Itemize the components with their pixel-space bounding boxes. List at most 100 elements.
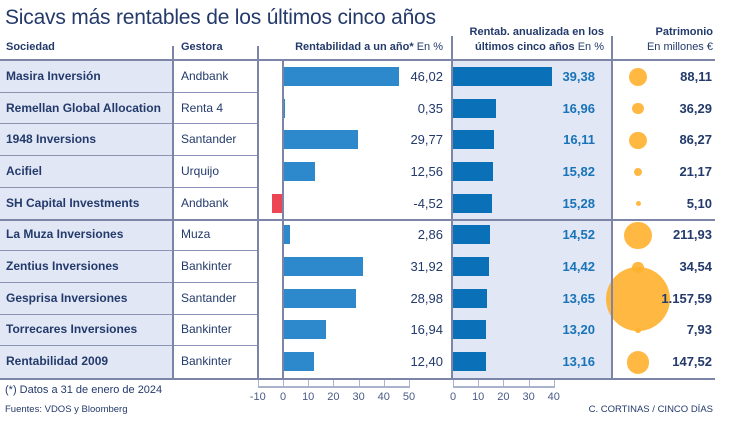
axis1-tick — [409, 380, 410, 386]
value-rent1: 31,92 — [410, 259, 443, 275]
axis2-tick-label: 10 — [472, 391, 485, 403]
value-rent5: 15,28 — [562, 195, 595, 211]
axis2-tick — [503, 380, 505, 386]
bar-rent5 — [453, 193, 492, 213]
bar-rent5 — [453, 352, 487, 372]
header-divider — [451, 36, 453, 60]
credit: C. CORTINAS / CINCO DÍAS — [588, 404, 713, 415]
value-rent5: 16,96 — [562, 100, 595, 116]
value-rent1: 46,02 — [410, 68, 443, 84]
table-row-gestora: Bankinter — [181, 322, 232, 337]
bar-rent1 — [283, 161, 315, 181]
table-row-sociedad: Acifiel — [6, 163, 43, 178]
table-row-sociedad: Zentius Inversiones — [6, 259, 119, 274]
axis1-tick-label: 0 — [279, 391, 287, 403]
axis1-tick — [358, 380, 360, 386]
axis1-tick-label: 50 — [402, 391, 416, 403]
column-divider-rent1 — [451, 60, 453, 378]
value-patrimonio: 21,17 — [679, 163, 712, 179]
value-rent1: 28,98 — [410, 290, 443, 306]
header-divider — [611, 36, 613, 60]
axis2-tick-label: 20 — [497, 391, 510, 403]
axis2-tick — [478, 380, 480, 386]
header-rent5-line2-label: últimos cinco años — [475, 41, 575, 53]
row-separator — [0, 91, 257, 93]
row-separator — [0, 123, 257, 125]
value-patrimonio: 1.157,59 — [661, 290, 712, 306]
header-gestora: Gestora — [181, 41, 223, 53]
value-rent5: 14,52 — [562, 227, 595, 243]
value-rent5: 14,42 — [562, 259, 595, 275]
axis2-baseline — [453, 386, 555, 388]
value-patrimonio: 88,11 — [680, 68, 712, 84]
table-row-gestora: Andbank — [181, 68, 229, 83]
row-separator — [0, 345, 257, 347]
axis1-zero-line — [282, 60, 284, 378]
value-rent5: 13,65 — [562, 290, 595, 306]
sources: Fuentes: VDOS y Bloomberg — [5, 404, 128, 415]
bar-rent1-negative — [271, 193, 283, 213]
value-patrimonio: 5,10 — [686, 195, 712, 211]
axis2-tick-label: 30 — [522, 391, 535, 403]
header-patrimonio-unit: En millones € — [646, 41, 713, 53]
bar-rent5 — [453, 288, 488, 308]
header-rent5-line2: últimos cinco años En % — [475, 41, 604, 53]
table-row-gestora: Santander — [181, 132, 237, 147]
axis1-tick-label: 40 — [377, 391, 390, 403]
bar-rent1 — [283, 288, 357, 308]
row-separator — [0, 155, 257, 157]
value-rent5: 16,11 — [563, 132, 595, 148]
bar-rent1 — [283, 130, 359, 150]
bubble-patrimonio — [633, 167, 643, 177]
row-separator — [0, 250, 257, 252]
bar-rent5 — [453, 257, 490, 277]
bar-rent1 — [283, 66, 399, 86]
bar-rent1 — [283, 352, 315, 372]
axis1-tick — [383, 380, 385, 386]
axis1-tick — [333, 380, 335, 386]
table-row-sociedad: La Muza Inversiones — [6, 227, 124, 242]
axis1-tick-label: 20 — [327, 391, 340, 403]
value-patrimonio: 36,29 — [679, 100, 712, 116]
bubble-patrimonio — [624, 221, 652, 250]
value-rent1: -4,52 — [413, 195, 443, 211]
table-row-sociedad: Masira Inversión — [6, 68, 101, 83]
bar-rent5 — [453, 225, 490, 245]
bar-rent1 — [283, 98, 285, 118]
bubble-patrimonio — [632, 102, 644, 115]
axis2-tick — [528, 380, 530, 386]
table-row-gestora: Renta 4 — [181, 100, 224, 115]
header-rent1-label: Rentabilidad a un año* — [295, 41, 414, 53]
bar-rent1 — [283, 320, 326, 340]
axis1-tick — [283, 380, 284, 386]
table-row-sociedad: Rentabilidad 2009 — [6, 354, 109, 369]
axis1-tick-label: 10 — [302, 391, 315, 403]
value-rent5: 13,16 — [562, 354, 595, 370]
bar-rent5 — [453, 130, 494, 150]
bar-rent5 — [453, 98, 496, 118]
value-patrimonio: 86,27 — [679, 132, 712, 148]
footnote: (*) Datos a 31 de enero de 2024 — [5, 384, 163, 396]
axis1-tick-label: 30 — [352, 391, 365, 403]
value-rent1: 29,77 — [410, 132, 443, 148]
header-gestora-label: Gestora — [181, 41, 223, 53]
header-sociedad-label: Sociedad — [6, 41, 55, 53]
table-row-gestora: Muza — [181, 227, 211, 242]
header-rent5-unit: En % — [577, 41, 604, 53]
axis1-baseline — [257, 386, 410, 388]
value-patrimonio: 34,54 — [679, 259, 712, 275]
header-divider — [172, 46, 174, 60]
header-rent5-line1-label: Rentab. anualizada en los — [469, 26, 604, 38]
axis1-tick-label: -10 — [249, 391, 266, 403]
value-rent5: 13,20 — [562, 322, 595, 338]
table-row-sociedad: Torrecares Inversiones — [6, 322, 138, 337]
value-patrimonio: 147,52 — [672, 354, 712, 370]
header-patrimonio-label: Patrimonio — [655, 26, 713, 38]
axis2-tick — [453, 380, 454, 386]
column-divider-rent5 — [611, 60, 613, 378]
column-divider-sociedad — [172, 60, 174, 378]
bar-rent1 — [283, 257, 364, 277]
bubble-patrimonio — [635, 327, 641, 334]
table-row-gestora: Bankinter — [181, 259, 232, 274]
bar-rent5 — [453, 66, 553, 86]
